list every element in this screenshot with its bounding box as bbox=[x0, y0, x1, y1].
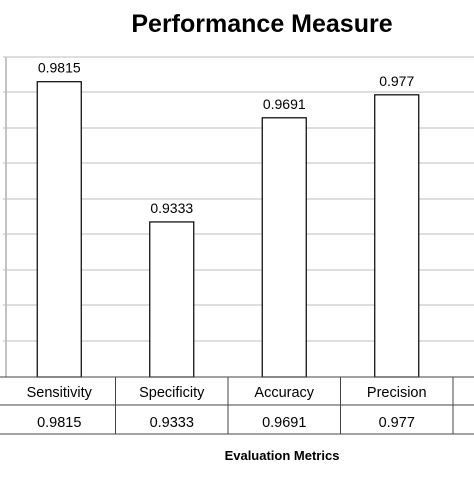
table-value: 0.9333 bbox=[150, 415, 194, 431]
data-label: 0.9691 bbox=[263, 96, 306, 112]
category-label: Precision bbox=[367, 385, 427, 401]
category-label: Specificity bbox=[139, 385, 205, 401]
data-label: 0.977 bbox=[379, 73, 414, 89]
data-label: 0.9815 bbox=[38, 60, 81, 76]
data-label: 0.9333 bbox=[150, 200, 193, 216]
category-label: Sensitivity bbox=[27, 385, 93, 401]
value-labels: 0.9815 0.9333 0.9691 0.977 bbox=[38, 60, 415, 216]
bars bbox=[36, 81, 420, 378]
bar bbox=[149, 221, 195, 378]
table-value: 0.9691 bbox=[262, 415, 306, 431]
bar bbox=[36, 81, 82, 378]
x-axis-label: Evaluation Metrics bbox=[225, 448, 340, 463]
table-value: 0.977 bbox=[379, 415, 415, 431]
bar bbox=[374, 94, 420, 378]
data-table: Sensitivity 0.9815 Specificity 0.9333 Accura… bbox=[0, 376, 474, 435]
chart-title: Performance Measure bbox=[131, 10, 392, 38]
bar bbox=[261, 117, 307, 378]
category-label: Accuracy bbox=[254, 385, 314, 401]
table-value: 0.9815 bbox=[37, 415, 81, 431]
